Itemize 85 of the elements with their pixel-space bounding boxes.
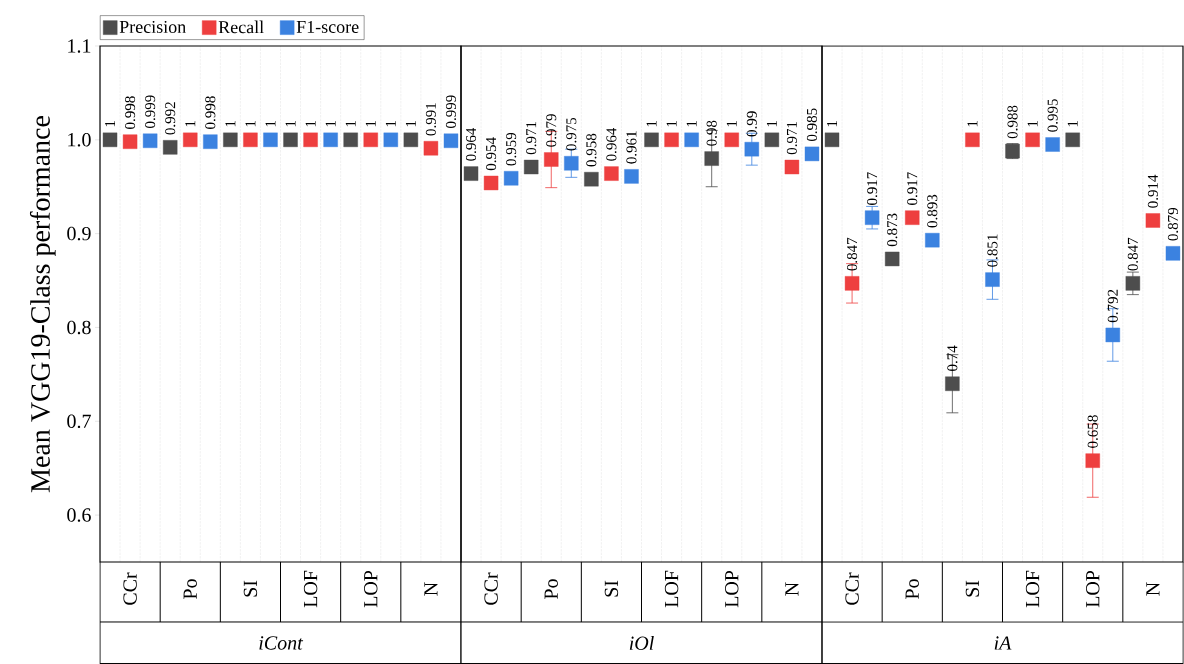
data-label: 1 xyxy=(305,121,316,127)
data-label: 0.964 xyxy=(465,127,477,161)
data-label: 0.991 xyxy=(425,103,437,136)
data-label: 1 xyxy=(265,121,276,127)
data-label: 0.958 xyxy=(586,133,597,167)
data-label: 1 xyxy=(967,121,978,127)
data-label: 0.999 xyxy=(145,95,156,128)
data-label: 0.995 xyxy=(1047,99,1058,132)
legend-label: Recall xyxy=(218,20,264,34)
x-tick-label: SI xyxy=(965,580,980,597)
data-label: 1 xyxy=(105,121,115,127)
y-tick-label: 1.1 xyxy=(68,39,91,53)
x-tick-label: CCr xyxy=(845,572,859,605)
data-label: 1 xyxy=(1027,121,1038,127)
legend-label: F1-score xyxy=(296,20,359,33)
data-label: 0.998 xyxy=(205,96,216,129)
x-tick-label: LOF xyxy=(664,570,679,608)
data-label: 0.914 xyxy=(1147,174,1159,208)
data-label: 1 xyxy=(766,121,777,127)
data-label: 1 xyxy=(245,121,256,127)
data-label: 0.99 xyxy=(746,111,757,137)
data-label: 1 xyxy=(686,121,697,127)
x-axis-title: iA xyxy=(994,636,1012,650)
x-tick-label: LOF xyxy=(303,570,318,608)
data-label: 0.992 xyxy=(165,102,176,135)
x-axis-title: iCont xyxy=(259,636,304,650)
data-label: 1 xyxy=(1067,121,1078,127)
data-label: 0.998 xyxy=(125,96,136,129)
data-label: 0.999 xyxy=(445,95,457,128)
x-tick-label: Po xyxy=(183,579,197,599)
data-label: 0.975 xyxy=(566,117,577,151)
data-label: 0.917 xyxy=(907,172,918,205)
x-tick-label: SI xyxy=(604,580,619,597)
y-tick-label: 0.6 xyxy=(67,508,91,522)
data-label: 0.961 xyxy=(626,131,637,164)
x-tick-label: CCr xyxy=(123,572,137,605)
data-label: 0.917 xyxy=(867,172,878,205)
x-tick-label: LOP xyxy=(1086,570,1100,608)
x-tick-label: CCr xyxy=(484,572,498,605)
x-tick-label: N xyxy=(785,582,799,596)
x-tick-label: N xyxy=(424,582,438,596)
legend-label: Precision xyxy=(119,20,186,33)
data-label: 0.879 xyxy=(1167,208,1179,241)
x-axis-title: iOl xyxy=(629,635,654,651)
data-label: 0.893 xyxy=(927,194,938,228)
data-label: 0.74 xyxy=(947,345,958,371)
data-label: 1 xyxy=(325,121,336,127)
data-label: 0.985 xyxy=(806,108,818,142)
data-label: 1 xyxy=(345,121,356,127)
data-label: 0.971 xyxy=(526,121,537,155)
data-label: 0.954 xyxy=(486,137,497,171)
data-label: 0.971 xyxy=(786,121,798,155)
data-label: 1 xyxy=(726,121,737,127)
data-label: 0.988 xyxy=(1007,105,1018,139)
x-tick-label: Po xyxy=(544,579,558,599)
data-label: 1 xyxy=(646,121,657,127)
y-tick-label: 0.7 xyxy=(67,414,91,429)
y-tick-label: 1.0 xyxy=(68,133,91,147)
data-label: 1 xyxy=(225,121,236,127)
data-label: 1 xyxy=(365,121,376,127)
y-tick-label: 0.9 xyxy=(67,226,91,241)
y-tick-label: 0.8 xyxy=(67,320,91,335)
data-label: 1 xyxy=(405,121,416,127)
data-label: 0.979 xyxy=(546,114,557,147)
data-label: 1 xyxy=(666,121,677,127)
data-label: 0.964 xyxy=(606,127,617,161)
y-axis-title: Mean VGG19-Class performance xyxy=(29,116,56,493)
data-label: 0.851 xyxy=(987,234,998,267)
x-tick-label: LOP xyxy=(725,570,739,608)
data-label: 1 xyxy=(385,121,396,127)
x-tick-label: LOF xyxy=(1025,570,1040,608)
data-label: 0.792 xyxy=(1107,289,1118,323)
data-label: 1 xyxy=(827,121,837,127)
data-label: 0.98 xyxy=(706,120,717,146)
x-tick-label: LOP xyxy=(364,570,378,608)
data-label: 0.658 xyxy=(1087,415,1098,448)
data-label: 1 xyxy=(185,121,196,127)
x-tick-label: N xyxy=(1146,582,1160,596)
data-label: 1 xyxy=(285,121,296,127)
data-label: 0.873 xyxy=(887,213,898,247)
data-label: 0.847 xyxy=(846,237,858,271)
x-tick-label: SI xyxy=(243,580,258,597)
x-tick-label: Po xyxy=(905,579,919,599)
data-label: 0.959 xyxy=(506,132,517,166)
data-label: 0.847 xyxy=(1127,237,1138,271)
